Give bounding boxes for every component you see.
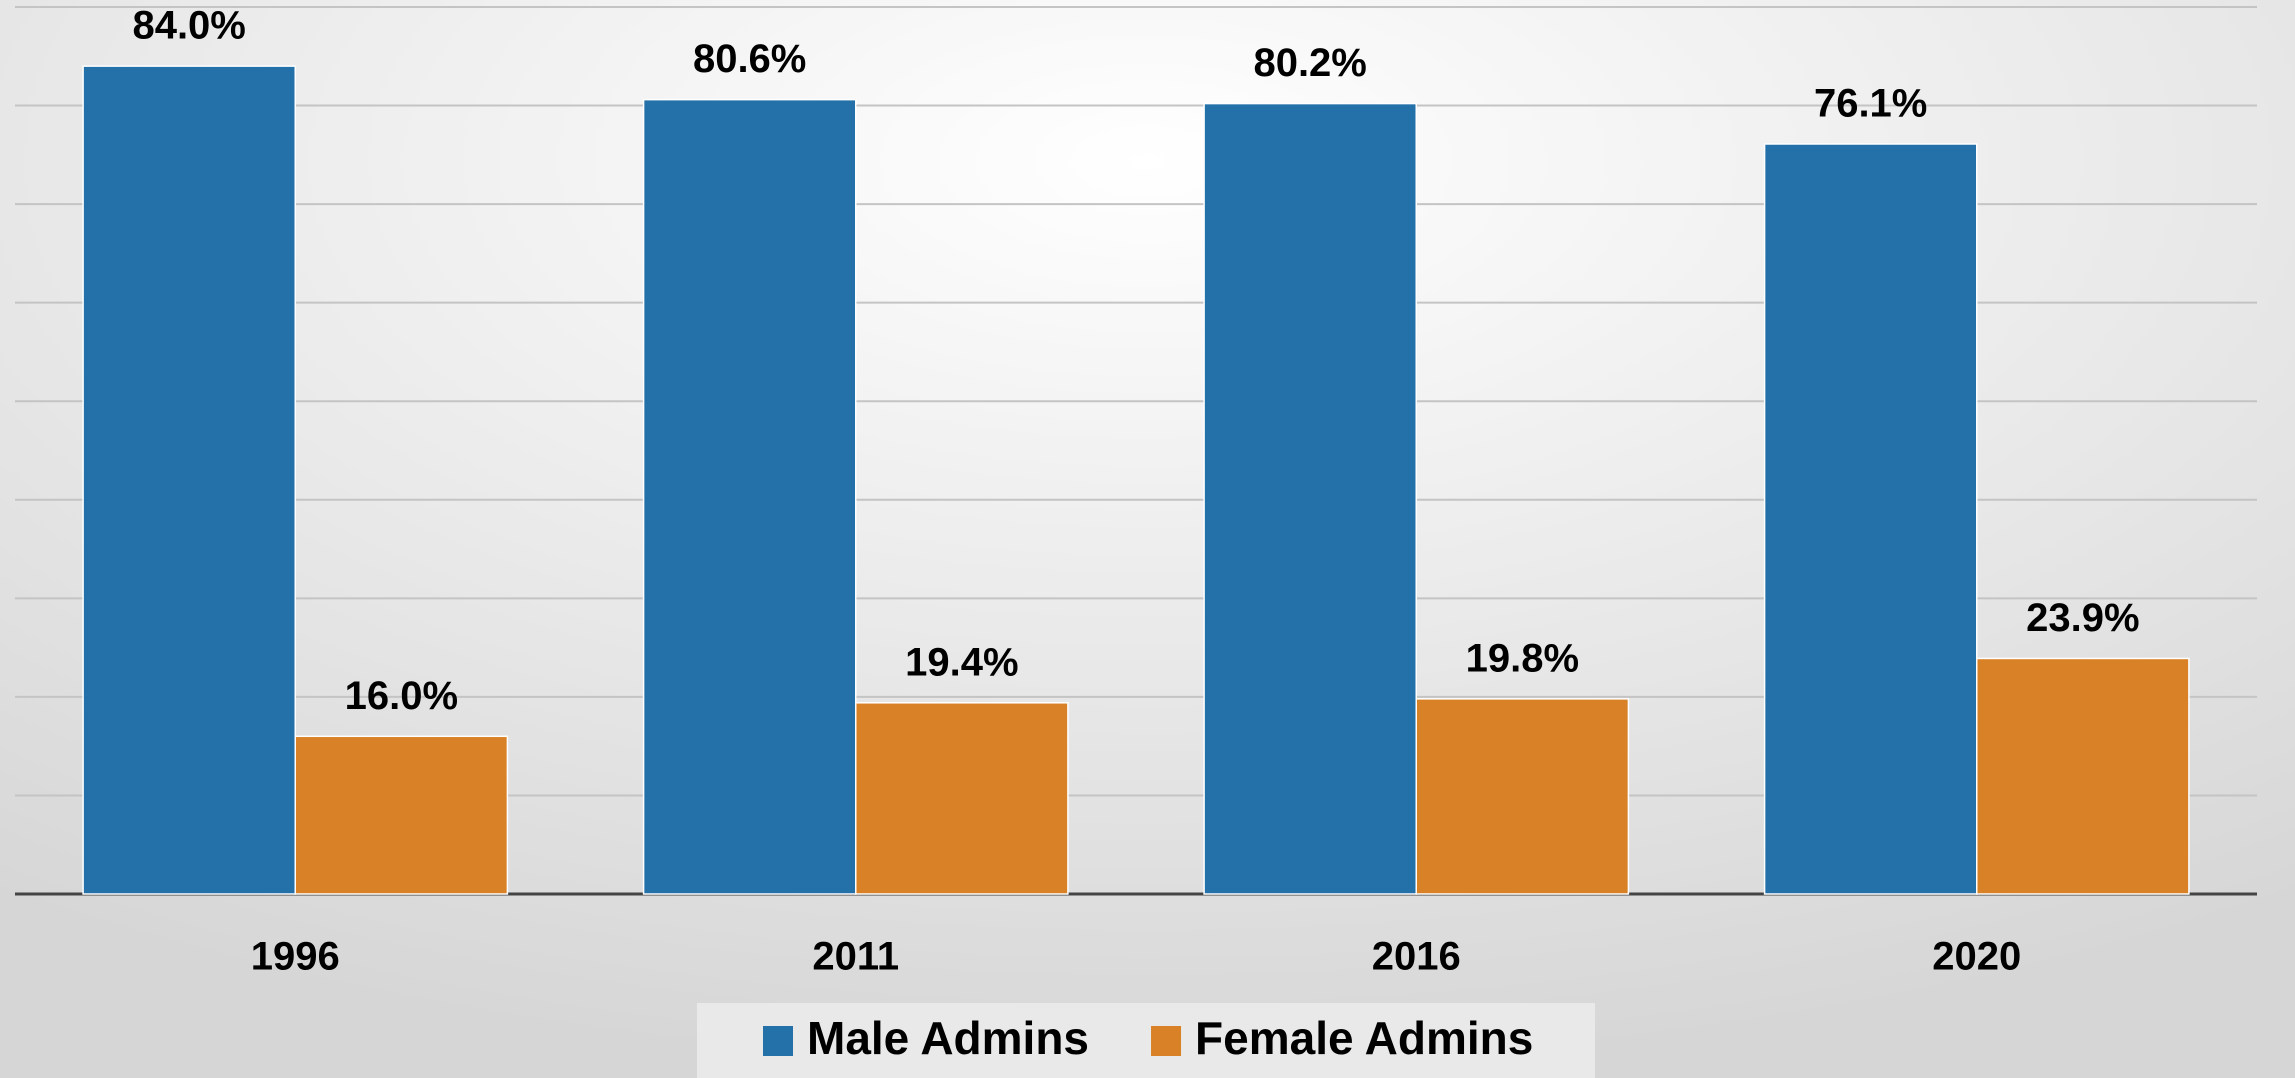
data-label: 76.1% bbox=[1814, 82, 1927, 126]
data-label: 23.9% bbox=[2026, 596, 2139, 640]
data-label: 80.6% bbox=[693, 37, 806, 81]
x-tick-label: 2011 bbox=[812, 935, 899, 979]
bar bbox=[294, 735, 509, 895]
x-tick-label: 1996 bbox=[251, 935, 340, 979]
legend: Male Admins Female Admins bbox=[697, 1003, 1595, 1078]
legend-box bbox=[697, 1003, 1595, 1078]
legend-label: Female Admins bbox=[1195, 1012, 1533, 1064]
data-label: 84.0% bbox=[132, 4, 245, 48]
legend-swatch bbox=[763, 1026, 793, 1056]
x-tick-label: 2016 bbox=[1372, 935, 1461, 979]
bar bbox=[1763, 143, 1978, 895]
bar bbox=[82, 65, 296, 895]
bar bbox=[855, 702, 1069, 895]
bar bbox=[1976, 657, 2190, 895]
legend-swatch bbox=[1151, 1026, 1182, 1056]
data-label: 19.8% bbox=[1466, 636, 1579, 680]
bar bbox=[642, 98, 857, 895]
bar bbox=[1203, 102, 1417, 895]
bar bbox=[1415, 698, 1630, 895]
data-label: 19.4% bbox=[905, 640, 1018, 684]
data-label: 16.0% bbox=[345, 674, 458, 718]
legend-label: Male Admins bbox=[807, 1012, 1089, 1064]
x-tick-label: 2020 bbox=[1932, 935, 2021, 979]
data-label: 80.2% bbox=[1253, 41, 1366, 85]
